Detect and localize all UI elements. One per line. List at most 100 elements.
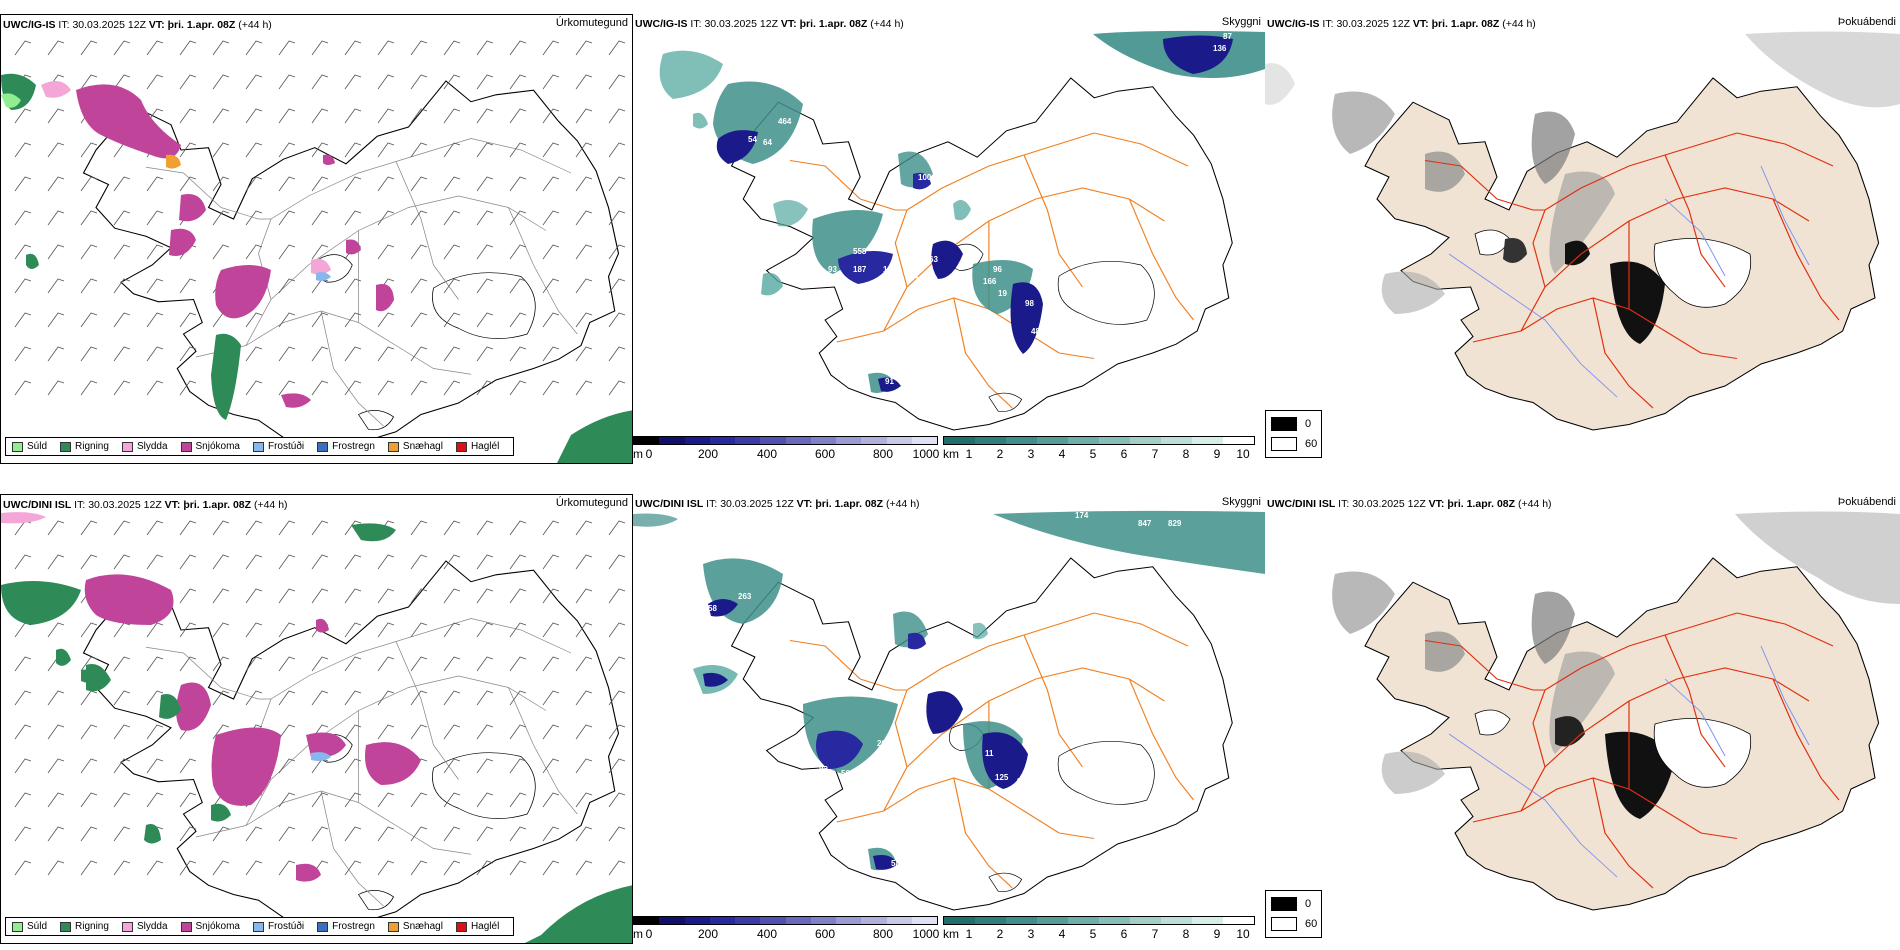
wind-barb bbox=[212, 690, 230, 706]
wind-barb bbox=[575, 210, 593, 226]
wind-barb bbox=[80, 176, 98, 192]
snowpellet-area bbox=[166, 154, 181, 169]
wind-barb bbox=[608, 346, 626, 362]
legend-item-sleet: Slydda bbox=[121, 441, 168, 452]
wind-barb bbox=[608, 588, 626, 604]
wind-barb bbox=[443, 176, 461, 192]
wind-barb bbox=[476, 588, 494, 604]
wind-barb bbox=[575, 588, 593, 604]
wind-barb bbox=[575, 142, 593, 158]
wind-barb bbox=[344, 758, 362, 774]
wind-barb bbox=[344, 346, 362, 362]
wind-barb bbox=[311, 40, 329, 56]
precip-type-panel-dini: UWC/DINI ISL IT: 30.03.2025 12Z VT: þri.… bbox=[0, 494, 633, 944]
visibility-value-label: 16 bbox=[785, 592, 794, 601]
wind-barb bbox=[113, 520, 131, 536]
wind-barb bbox=[179, 142, 197, 158]
wind-barb bbox=[575, 346, 593, 362]
low-visibility-area bbox=[815, 730, 863, 769]
wind-barb bbox=[509, 588, 527, 604]
colorbar-tick: 1 bbox=[965, 447, 973, 461]
wind-barb bbox=[542, 346, 560, 362]
fog-gray-area bbox=[1381, 751, 1445, 794]
legend-item-snow: Snjókoma bbox=[180, 921, 240, 932]
wind-barb bbox=[377, 860, 395, 876]
wind-barb bbox=[146, 622, 164, 638]
wind-barb bbox=[509, 380, 527, 396]
colorbar-tick: 1 bbox=[965, 927, 973, 941]
low-cloud-area bbox=[693, 112, 708, 129]
wind-barb bbox=[509, 312, 527, 328]
wind-barbs bbox=[14, 520, 626, 876]
wind-barb bbox=[542, 142, 560, 158]
wind-barb bbox=[410, 792, 428, 808]
wind-barb bbox=[509, 520, 527, 536]
colorbar-segment bbox=[735, 917, 761, 924]
panel-header: UWC/IG-IS IT: 30.03.2025 12Z VT: þri. 1.… bbox=[3, 19, 272, 31]
visibility-value-label: 54 bbox=[748, 135, 757, 144]
snow-area bbox=[281, 393, 311, 408]
panel-header: UWC/IG-IS IT: 30.03.2025 12Z VT: þri. 1.… bbox=[1267, 18, 1536, 30]
colorbar-segment bbox=[1099, 437, 1130, 444]
fog-clear-glacier bbox=[1474, 709, 1511, 736]
wind-barb bbox=[14, 40, 32, 56]
wind-barb bbox=[542, 588, 560, 604]
wind-barb bbox=[443, 622, 461, 638]
colorbar-tick: 0 bbox=[645, 927, 653, 941]
wind-barb bbox=[509, 724, 527, 740]
wind-barb bbox=[575, 108, 593, 124]
wind-barb bbox=[80, 380, 98, 396]
wind-barb bbox=[410, 176, 428, 192]
wind-barb bbox=[113, 690, 131, 706]
colorbar-segment bbox=[944, 917, 975, 924]
wind-barb bbox=[443, 724, 461, 740]
wind-barb bbox=[179, 826, 197, 842]
colorbar-tick: 6 bbox=[1120, 447, 1128, 461]
wind-barb bbox=[344, 588, 362, 604]
rain-area bbox=[1, 581, 81, 625]
legend-item-freezing-drizzle: Frostúði bbox=[252, 441, 304, 452]
colorbar-segment bbox=[684, 917, 710, 924]
visibility-colorbar: m 0 200 400 600 800 1000 bbox=[633, 436, 939, 464]
wind-barb bbox=[542, 724, 560, 740]
wind-barb bbox=[146, 554, 164, 570]
wind-barb bbox=[377, 40, 395, 56]
wind-barb bbox=[410, 142, 428, 158]
wind-barb bbox=[80, 622, 98, 638]
wind-barb bbox=[245, 380, 263, 396]
wind-barb bbox=[344, 176, 362, 192]
wind-barb bbox=[575, 792, 593, 808]
wind-barb bbox=[278, 520, 296, 536]
wind-barb bbox=[113, 278, 131, 294]
snow-area bbox=[346, 239, 361, 255]
colorbar-tick: 2 bbox=[996, 447, 1004, 461]
wind-barb bbox=[278, 142, 296, 158]
wind-barb bbox=[344, 312, 362, 328]
low-visibility-area bbox=[1010, 282, 1043, 354]
colorbar-tick: 3 bbox=[1027, 927, 1035, 941]
wind-barb bbox=[14, 312, 32, 328]
wind-barb bbox=[278, 176, 296, 192]
colorbar-strip bbox=[633, 436, 938, 445]
visibility-value-label: 97 bbox=[1017, 777, 1026, 786]
wind-barb bbox=[311, 588, 329, 604]
wind-barb bbox=[278, 588, 296, 604]
wind-barb bbox=[410, 554, 428, 570]
freezing-rain-area bbox=[311, 752, 331, 761]
wind-barb bbox=[344, 724, 362, 740]
wind-barb bbox=[410, 312, 428, 328]
wind-barb bbox=[377, 244, 395, 260]
visibility-value-label: 578 bbox=[778, 237, 792, 246]
low-cloud-area bbox=[773, 200, 808, 227]
low-cloud-area bbox=[812, 210, 883, 274]
panel-title: Þokuábendi bbox=[1837, 496, 1896, 508]
wind-barb bbox=[344, 690, 362, 706]
wind-barb bbox=[47, 690, 65, 706]
visibility-value-label: 83 bbox=[819, 765, 828, 774]
legend-item-snow: Snjókoma bbox=[180, 441, 240, 452]
colorbar-segment bbox=[634, 437, 660, 444]
wind-barb bbox=[575, 622, 593, 638]
wind-barb bbox=[14, 108, 32, 124]
wind-barb bbox=[278, 312, 296, 328]
wind-barb bbox=[47, 622, 65, 638]
